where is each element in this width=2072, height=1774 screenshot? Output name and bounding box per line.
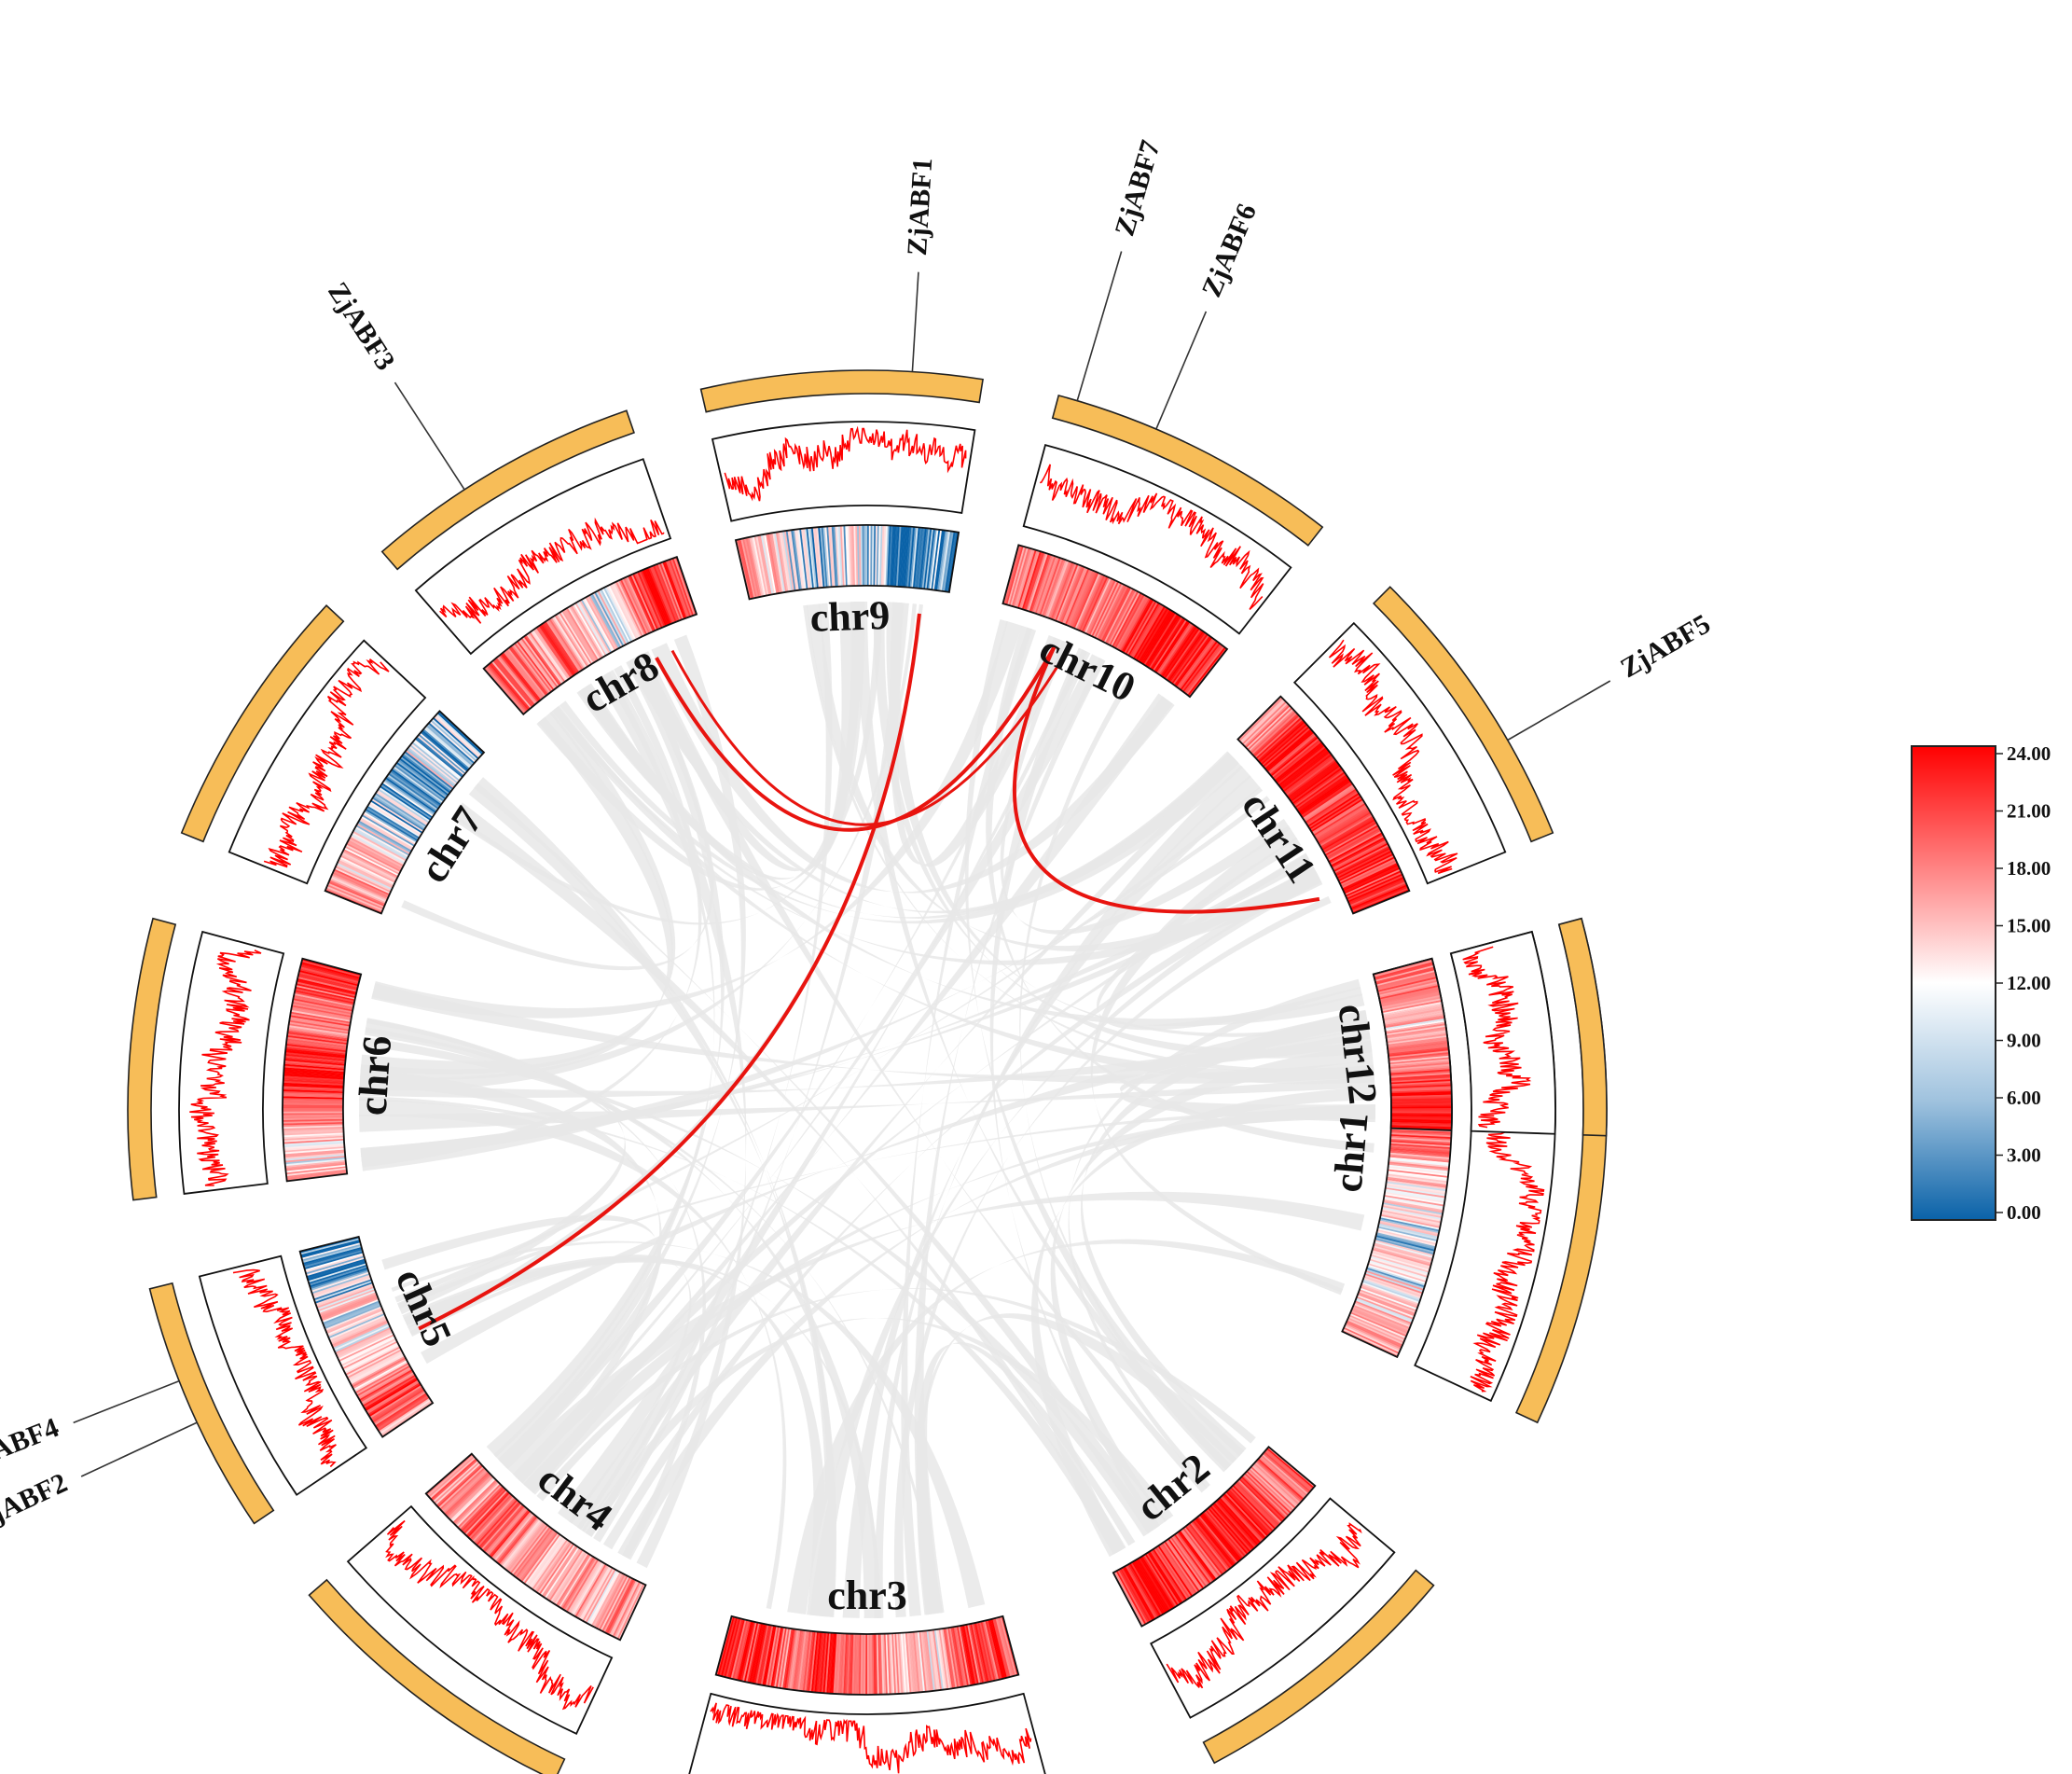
line-track-chr11	[1292, 621, 1507, 885]
gene-label: ZjABF3	[322, 277, 401, 376]
gene-label: ZjABF5	[1615, 608, 1715, 684]
band-chr6	[127, 917, 177, 1201]
legend-tick-label: 6.00	[2007, 1087, 2041, 1109]
legend-tick-label: 21.00	[2007, 800, 2051, 823]
band-chr8	[380, 409, 635, 571]
chromosome-band-track	[127, 369, 1608, 1774]
legend-tick-label: 12.00	[2007, 972, 2051, 994]
gene-label: ZjABF4	[0, 1412, 62, 1476]
synteny-link	[581, 1318, 1174, 1537]
band-chr11	[1372, 586, 1554, 843]
gene-marker-zjabf4: ZjABF4	[0, 1379, 180, 1476]
band-chr4	[308, 1578, 566, 1774]
heatmap-chr11	[1236, 695, 1411, 915]
gene-marker-zjabf1: ZjABF1	[902, 157, 938, 372]
legend-tick-label: 18.00	[2007, 857, 2051, 880]
synteny-link	[505, 1191, 1365, 1481]
gene-density-line-track	[178, 421, 1556, 1774]
line-track-chr9	[711, 421, 976, 522]
legend-tick-label: 0.00	[2007, 1201, 2041, 1224]
heatmap-chr5	[298, 1235, 435, 1438]
synteny-link	[631, 602, 858, 872]
duplication-link-chr8-chr10	[655, 645, 1057, 832]
line-track-chr8	[414, 458, 672, 656]
synteny-link	[409, 1254, 692, 1531]
synteny-link	[559, 700, 1244, 924]
duplication-link-chr10-chr11	[1012, 646, 1320, 914]
line-track-chr3	[688, 1692, 1046, 1774]
chromosome-label-chr9: chr9	[809, 592, 891, 641]
chromosome-label-chr1: chr1	[1324, 1111, 1376, 1194]
chromosome-label-chr6: chr6	[349, 1034, 400, 1117]
heatmap-chr10	[1001, 544, 1229, 699]
band-chr9	[699, 369, 984, 413]
chromosome-label-chr12: chr12	[1330, 1002, 1387, 1106]
duplication-link-chr9-chr5	[418, 613, 921, 1331]
heatmap-chr2	[1112, 1445, 1317, 1628]
legend-tick-label: 24.00	[2007, 742, 2051, 765]
gene-label: ZjABF7	[1109, 137, 1166, 240]
legend-gradient-bar	[1911, 745, 1996, 1221]
color-scale-legend: 24.00 21.00 18.00 15.00 12.00 9.00 6.00 3.00 0.0…	[1911, 742, 2051, 1224]
heatmap-chr7	[324, 710, 486, 915]
gene-marker-zjabf7: ZjABF7	[1076, 137, 1167, 401]
line-track-chr4	[346, 1504, 614, 1736]
band-chr10	[1051, 395, 1324, 547]
heatmap-chr6	[282, 957, 363, 1183]
heatmap-chr8	[482, 556, 698, 716]
heatmap-chr3	[714, 1615, 1020, 1696]
duplication-link-extra	[670, 649, 1068, 826]
legend-tick-label: 9.00	[2007, 1030, 2041, 1052]
line-track-chr12	[1449, 930, 1556, 1135]
gene-label: ZjABF6	[1196, 200, 1263, 302]
legend-tick-label: 3.00	[2007, 1144, 2041, 1167]
synteny-links	[359, 602, 1375, 1618]
chromosome-label-chr3: chr3	[827, 1573, 907, 1618]
band-chr12	[1557, 917, 1608, 1137]
heatmap-chr4	[424, 1452, 647, 1642]
band-chr7	[180, 604, 345, 843]
line-track-chr7	[228, 639, 427, 885]
line-track-chr5	[198, 1254, 368, 1496]
line-track-chr2	[1150, 1497, 1396, 1719]
gene-label: ZjABF2	[0, 1467, 72, 1536]
synteny-link	[568, 755, 1239, 1532]
band-chr5	[148, 1282, 275, 1525]
gene-marker-zjabf5: ZjABF5	[1507, 608, 1716, 741]
heatmap-chr12	[1372, 957, 1453, 1131]
heatmap-chr9	[734, 524, 960, 601]
line-track-chr10	[1022, 444, 1292, 635]
segmental-duplication-links	[418, 613, 1320, 1331]
legend-tick-label: 15.00	[2007, 915, 2051, 937]
gene-marker-zjabf6: ZjABF6	[1155, 200, 1263, 430]
synteny-link	[597, 670, 747, 1569]
synteny-link	[916, 1342, 1136, 1615]
gene-marker-zjabf3: ZjABF3	[322, 277, 465, 491]
gene-density-heatmap-track	[282, 524, 1453, 1696]
band-chr2	[1202, 1569, 1435, 1765]
gene-label: ZjABF1	[902, 157, 938, 256]
line-track-chr6	[178, 930, 285, 1195]
synteny-link	[651, 643, 1175, 894]
